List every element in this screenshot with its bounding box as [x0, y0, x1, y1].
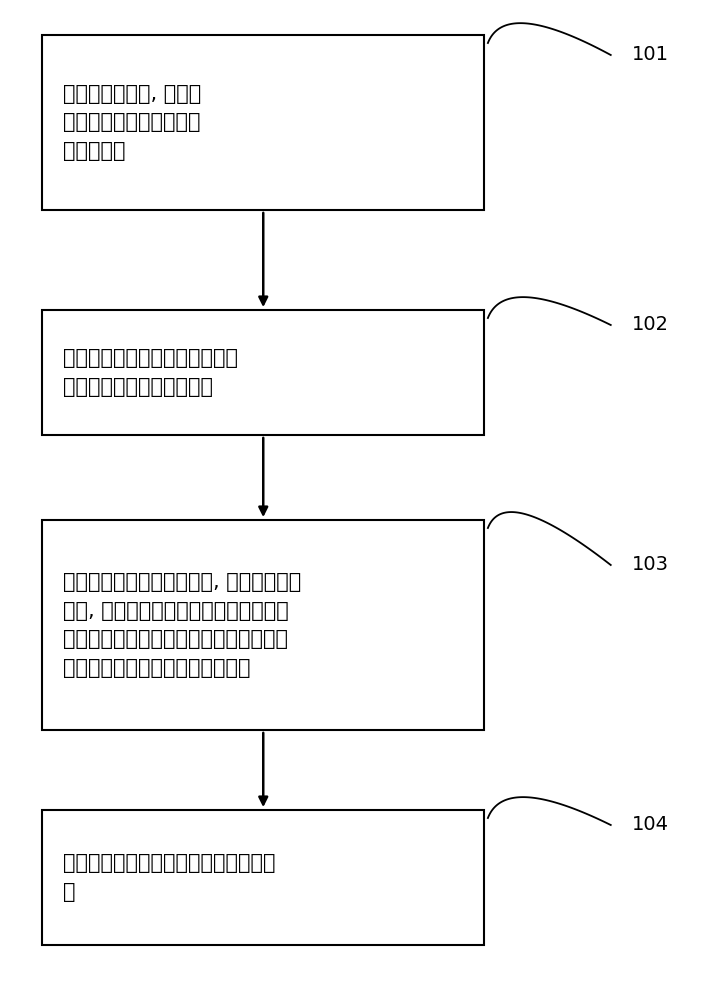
Text: 103: 103 — [632, 556, 669, 574]
FancyBboxPatch shape — [42, 520, 484, 730]
Text: 104: 104 — [632, 816, 669, 834]
Text: 计算出所述点钞机的纸币冠字号的识别
率: 计算出所述点钞机的纸币冠字号的识别 率 — [63, 853, 276, 902]
FancyBboxPatch shape — [42, 810, 484, 945]
Text: 102: 102 — [632, 316, 669, 334]
Text: 从数据库中读取冠字号信息, 比对冠字号识
别码, 记录相同的冠字号识别码的个数以
及最近存储的两个批次的纸币的冠字号信
息中冠字号识别码数量最多的个数: 从数据库中读取冠字号信息, 比对冠字号识 别码, 记录相同的冠字号识别码的个数以… — [63, 572, 301, 678]
FancyBboxPatch shape — [42, 35, 484, 210]
Text: 根据批次结束信号将纸币的冠字
号信息按批次保存至数据库: 根据批次结束信号将纸币的冠字 号信息按批次保存至数据库 — [63, 348, 238, 397]
FancyBboxPatch shape — [42, 310, 484, 435]
Text: 识别冠字号信息, 将冠字
号信息及批次结束信号发
送至上位机: 识别冠字号信息, 将冠字 号信息及批次结束信号发 送至上位机 — [63, 84, 201, 161]
Text: 101: 101 — [632, 45, 669, 64]
